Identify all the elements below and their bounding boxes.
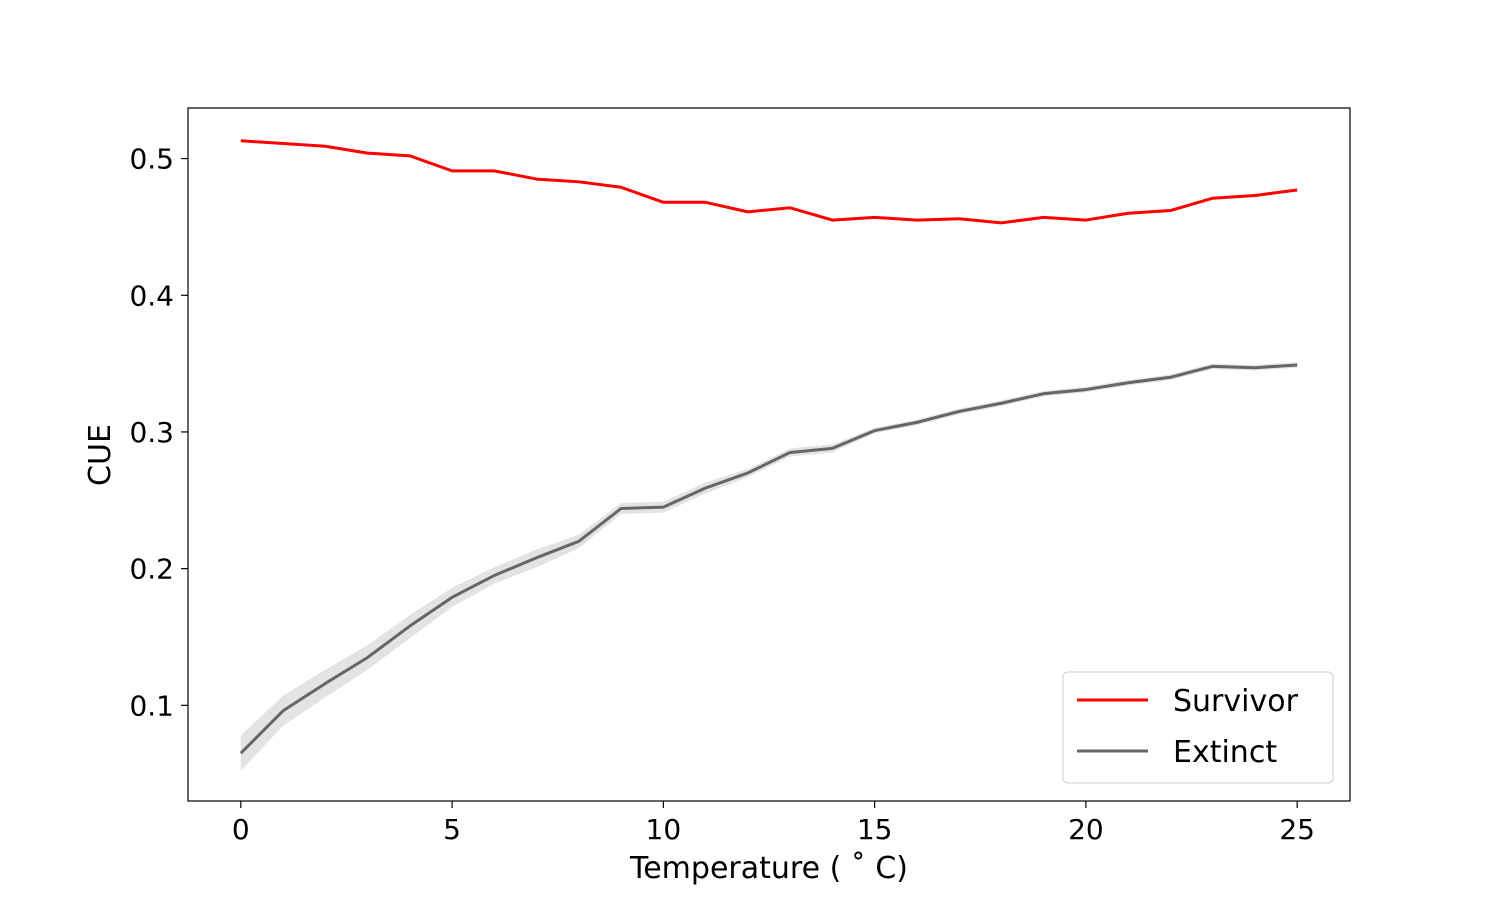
x-tick-label: 0 (232, 813, 250, 846)
axes-frame (187, 107, 1351, 802)
legend-label-survivor: Survivor (1173, 684, 1299, 719)
x-tick-label: 5 (443, 813, 461, 846)
y-tick-label: 0.4 (129, 279, 174, 312)
series-line-survivor (240, 139, 1298, 225)
y-tick-label: 0.2 (129, 553, 174, 586)
series-line-extinct (239, 363, 1298, 755)
x-axis-label: Temperature ( ˚ C) (629, 851, 908, 886)
x-axis: 0 5 10 15 20 25 (232, 801, 1315, 846)
x-tick-label: 20 (1068, 813, 1104, 846)
y-axis-label: CUE (83, 424, 118, 486)
y-axis: 0.1 0.2 0.3 0.4 0.5 (129, 143, 188, 722)
legend-label-extinct: Extinct (1173, 735, 1277, 770)
x-tick-label: 10 (646, 813, 682, 846)
y-tick-label: 0.3 (129, 416, 174, 449)
y-tick-label: 0.1 (129, 689, 174, 722)
legend: Survivor Extinct (1062, 671, 1334, 784)
x-tick-label: 15 (857, 813, 893, 846)
x-tick-label: 25 (1279, 813, 1315, 846)
y-tick-label: 0.5 (129, 143, 174, 176)
plot-area (239, 139, 1298, 771)
